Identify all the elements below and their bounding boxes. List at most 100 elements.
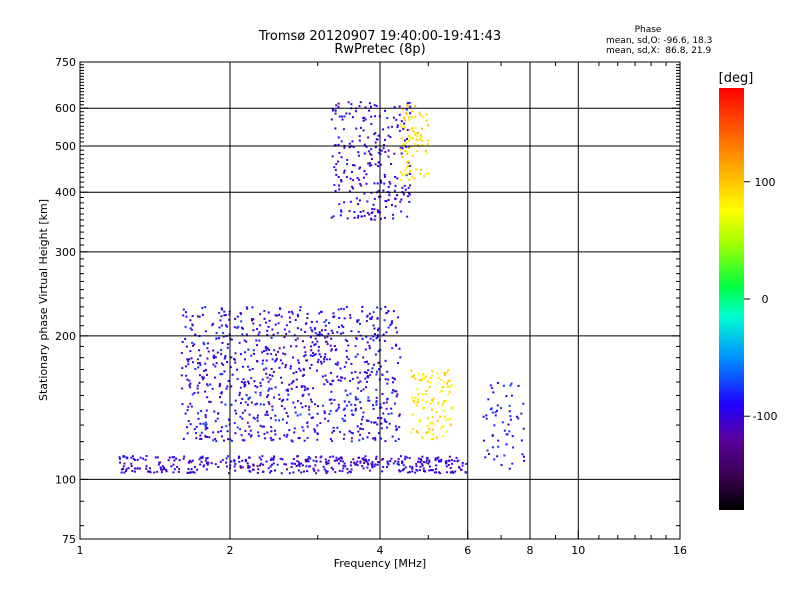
echo-point — [171, 456, 174, 459]
echo-point — [482, 439, 485, 442]
echo-point — [236, 315, 239, 318]
echo-point — [288, 472, 291, 475]
echo-point — [281, 418, 284, 421]
echo-point — [439, 390, 442, 393]
echo-point — [185, 315, 188, 318]
echo-point — [489, 384, 492, 387]
echo-point — [405, 145, 408, 148]
echo-point — [405, 108, 408, 111]
echo-point — [336, 426, 339, 429]
echo-point — [379, 179, 382, 182]
echo-point — [351, 377, 354, 380]
echo-point — [348, 190, 351, 193]
echo-point — [362, 117, 365, 120]
echo-point — [290, 345, 293, 348]
echo-point — [355, 197, 358, 200]
echo-point — [256, 471, 259, 474]
echo-point — [240, 434, 243, 437]
echo-point — [206, 456, 209, 459]
echo-point — [163, 466, 166, 469]
echo-point — [368, 347, 371, 350]
echo-point — [429, 402, 432, 405]
echo-point — [366, 341, 369, 344]
echo-point — [428, 459, 431, 462]
echo-point — [373, 133, 376, 136]
echo-point — [400, 198, 403, 201]
colorbar-tick-label: -100 — [753, 410, 778, 423]
echo-point — [372, 339, 375, 342]
echo-point — [416, 150, 419, 153]
echo-point — [176, 465, 179, 468]
echo-point — [215, 440, 218, 443]
echo-point — [403, 149, 406, 152]
echo-point — [367, 136, 370, 139]
echo-point — [350, 185, 353, 188]
echo-point — [356, 321, 359, 324]
echo-point — [402, 193, 405, 196]
echo-point — [339, 459, 342, 462]
echo-point — [233, 459, 236, 462]
echo-point — [370, 462, 373, 465]
echo-point — [437, 471, 440, 474]
echo-point — [354, 396, 357, 399]
echo-point — [427, 462, 430, 465]
echo-point — [421, 374, 424, 377]
echo-point — [354, 370, 357, 373]
echo-point — [454, 470, 457, 473]
echo-point — [278, 419, 281, 422]
echo-point — [425, 173, 428, 176]
echo-point — [417, 457, 420, 460]
echo-point — [190, 357, 193, 360]
echo-point — [187, 461, 190, 464]
y-tick-label: 400 — [55, 186, 76, 199]
echo-point — [384, 150, 387, 153]
echo-point — [386, 382, 389, 385]
echo-point — [430, 438, 433, 441]
echo-point — [435, 468, 438, 471]
echo-point — [387, 149, 390, 152]
echo-point — [381, 458, 384, 461]
echo-point — [340, 210, 343, 213]
echo-point — [122, 467, 125, 470]
echo-point — [429, 469, 432, 472]
echo-point — [374, 146, 377, 149]
echo-point — [350, 371, 353, 374]
echo-point — [417, 398, 420, 401]
echo-point — [246, 462, 249, 465]
echo-point — [351, 164, 354, 167]
echo-point — [423, 377, 426, 380]
echo-point — [416, 431, 419, 434]
echo-point — [332, 215, 335, 218]
echo-point — [313, 353, 316, 356]
echo-point — [303, 355, 306, 358]
echo-point — [337, 102, 340, 105]
echo-point — [365, 335, 368, 338]
echo-point — [270, 439, 273, 442]
echo-point — [494, 414, 497, 417]
echo-point — [434, 459, 437, 462]
echo-point — [302, 393, 305, 396]
echo-point — [312, 467, 315, 470]
echo-point — [224, 403, 227, 406]
echo-point — [247, 464, 250, 467]
echo-point — [448, 385, 451, 388]
echo-point — [324, 469, 327, 472]
echo-point — [396, 462, 399, 465]
echo-point — [342, 325, 345, 328]
echo-point — [390, 412, 393, 415]
echo-point — [453, 459, 456, 462]
echo-point — [403, 458, 406, 461]
echo-point — [185, 374, 188, 377]
echo-point — [361, 457, 364, 460]
echo-point — [375, 401, 378, 404]
echo-point — [364, 455, 367, 458]
echo-point — [386, 466, 389, 469]
echo-point — [395, 390, 398, 393]
echo-point — [332, 312, 335, 315]
echo-point — [451, 470, 454, 473]
echo-point — [300, 385, 303, 388]
echo-point — [354, 404, 357, 407]
phase-stats-heading: Phase — [635, 25, 662, 35]
echo-point — [305, 460, 308, 463]
echo-point — [372, 407, 375, 410]
